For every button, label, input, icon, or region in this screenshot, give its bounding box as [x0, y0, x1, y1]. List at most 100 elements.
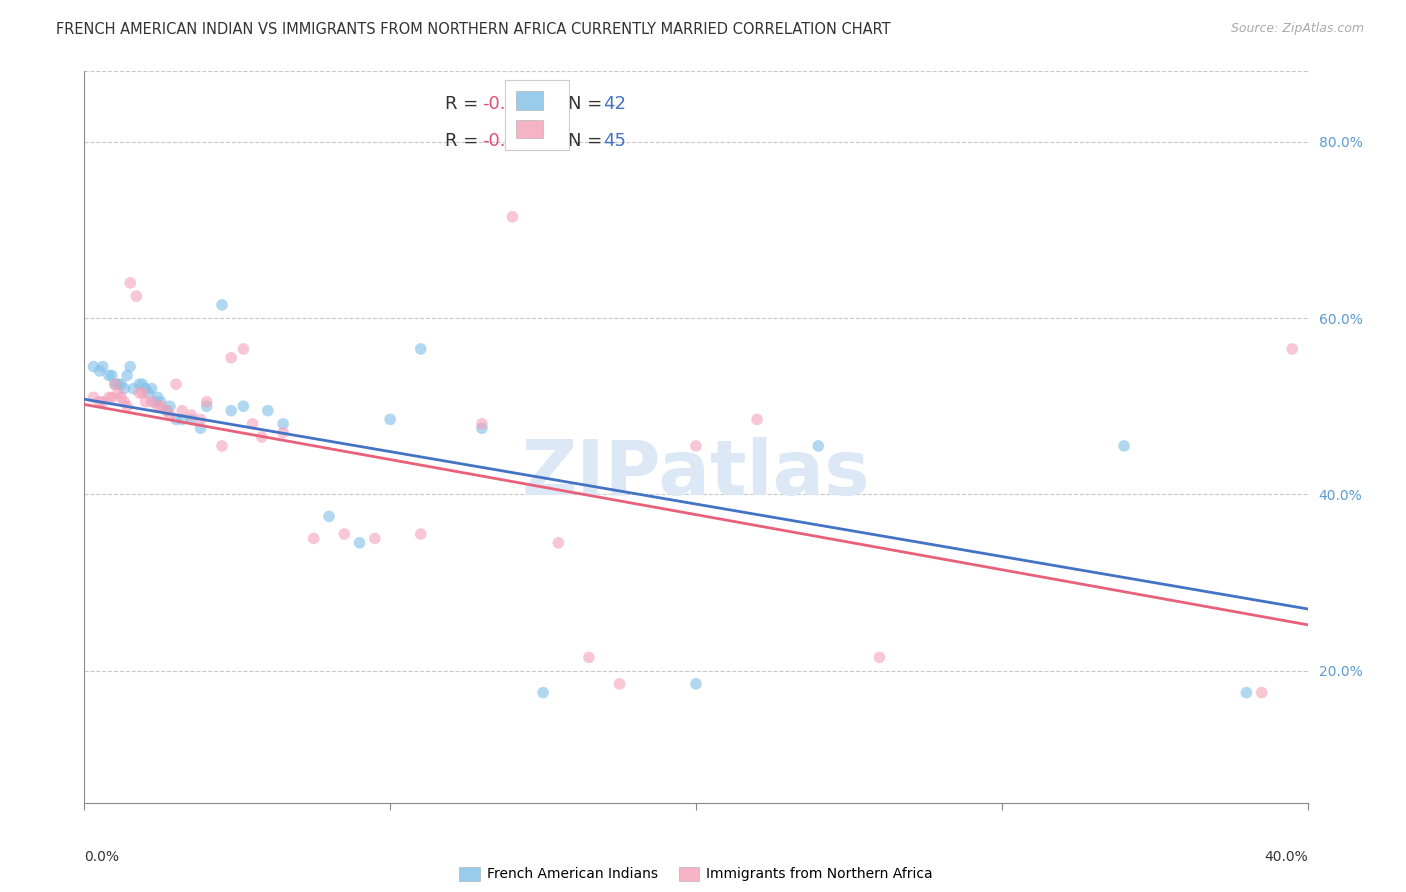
Point: [165, 412, 187, 426]
Point: [159, 408, 181, 422]
Point: [115, 368, 138, 383]
Point: [128, 386, 150, 401]
Point: [807, 439, 830, 453]
Legend: French American Indians, Immigrants from Northern Africa: French American Indians, Immigrants from…: [453, 861, 939, 887]
Point: [211, 298, 233, 312]
Text: N =: N =: [568, 95, 607, 113]
Point: [104, 377, 127, 392]
Point: [232, 342, 254, 356]
Point: [83, 391, 105, 405]
Point: [165, 377, 187, 392]
Text: 0.0%: 0.0%: [84, 850, 120, 864]
Point: [471, 417, 494, 431]
Point: [115, 399, 138, 413]
Point: [110, 377, 132, 392]
Point: [149, 394, 172, 409]
Point: [302, 532, 325, 546]
Point: [120, 359, 142, 374]
Text: R =: R =: [446, 95, 484, 113]
Point: [122, 382, 145, 396]
Point: [685, 439, 707, 453]
Text: -0.358: -0.358: [482, 95, 540, 113]
Point: [502, 210, 524, 224]
Point: [104, 377, 127, 392]
Point: [89, 364, 111, 378]
Text: 42: 42: [603, 95, 626, 113]
Point: [97, 391, 120, 405]
Point: [333, 527, 356, 541]
Point: [149, 399, 172, 413]
Text: R =: R =: [446, 132, 484, 150]
Point: [685, 677, 707, 691]
Point: [409, 342, 432, 356]
Point: [219, 403, 242, 417]
Point: [257, 403, 280, 417]
Text: ZIPatlas: ZIPatlas: [522, 437, 870, 510]
Point: [107, 377, 129, 392]
Point: [91, 359, 114, 374]
Point: [747, 412, 769, 426]
Point: [1114, 439, 1136, 453]
Point: [83, 359, 105, 374]
Point: [135, 382, 157, 396]
Point: [318, 509, 340, 524]
Point: [146, 391, 169, 405]
Point: [101, 391, 124, 405]
Point: [138, 386, 160, 401]
Text: 40.0%: 40.0%: [1264, 850, 1308, 864]
Point: [380, 412, 402, 426]
Text: N =: N =: [568, 132, 607, 150]
Point: [180, 408, 202, 422]
Point: [190, 412, 212, 426]
Point: [101, 368, 124, 383]
Text: 45: 45: [603, 132, 626, 150]
Point: [609, 677, 631, 691]
Point: [578, 650, 600, 665]
Point: [211, 439, 233, 453]
Point: [869, 650, 891, 665]
Point: [146, 399, 169, 413]
Text: FRENCH AMERICAN INDIAN VS IMMIGRANTS FROM NORTHERN AFRICA CURRENTLY MARRIED CORR: FRENCH AMERICAN INDIAN VS IMMIGRANTS FRO…: [56, 22, 891, 37]
Point: [159, 399, 181, 413]
Point: [128, 377, 150, 392]
Point: [131, 377, 153, 392]
Point: [143, 394, 166, 409]
Point: [141, 394, 163, 409]
Point: [195, 399, 218, 413]
Point: [172, 403, 194, 417]
Point: [271, 417, 294, 431]
Point: [112, 382, 135, 396]
Point: [156, 403, 179, 417]
Point: [125, 289, 148, 303]
Point: [89, 394, 111, 409]
Point: [180, 412, 202, 426]
Point: [364, 532, 387, 546]
Point: [1236, 686, 1258, 700]
Point: [131, 386, 153, 401]
Point: [110, 391, 132, 405]
Point: [141, 382, 163, 396]
Point: [409, 527, 432, 541]
Point: [195, 394, 218, 409]
Text: Source: ZipAtlas.com: Source: ZipAtlas.com: [1230, 22, 1364, 36]
Point: [112, 394, 135, 409]
Point: [471, 421, 494, 435]
Point: [250, 430, 273, 444]
Point: [219, 351, 242, 365]
Point: [271, 425, 294, 440]
Point: [97, 368, 120, 383]
Point: [349, 536, 371, 550]
Point: [547, 536, 569, 550]
Point: [120, 276, 142, 290]
Point: [156, 403, 179, 417]
Point: [531, 686, 554, 700]
Point: [135, 394, 157, 409]
Point: [242, 417, 264, 431]
Point: [232, 399, 254, 413]
Point: [1281, 342, 1303, 356]
Point: [1250, 686, 1272, 700]
Point: [172, 412, 194, 426]
Point: [91, 394, 114, 409]
Point: [107, 386, 129, 401]
Text: -0.392: -0.392: [482, 132, 540, 150]
